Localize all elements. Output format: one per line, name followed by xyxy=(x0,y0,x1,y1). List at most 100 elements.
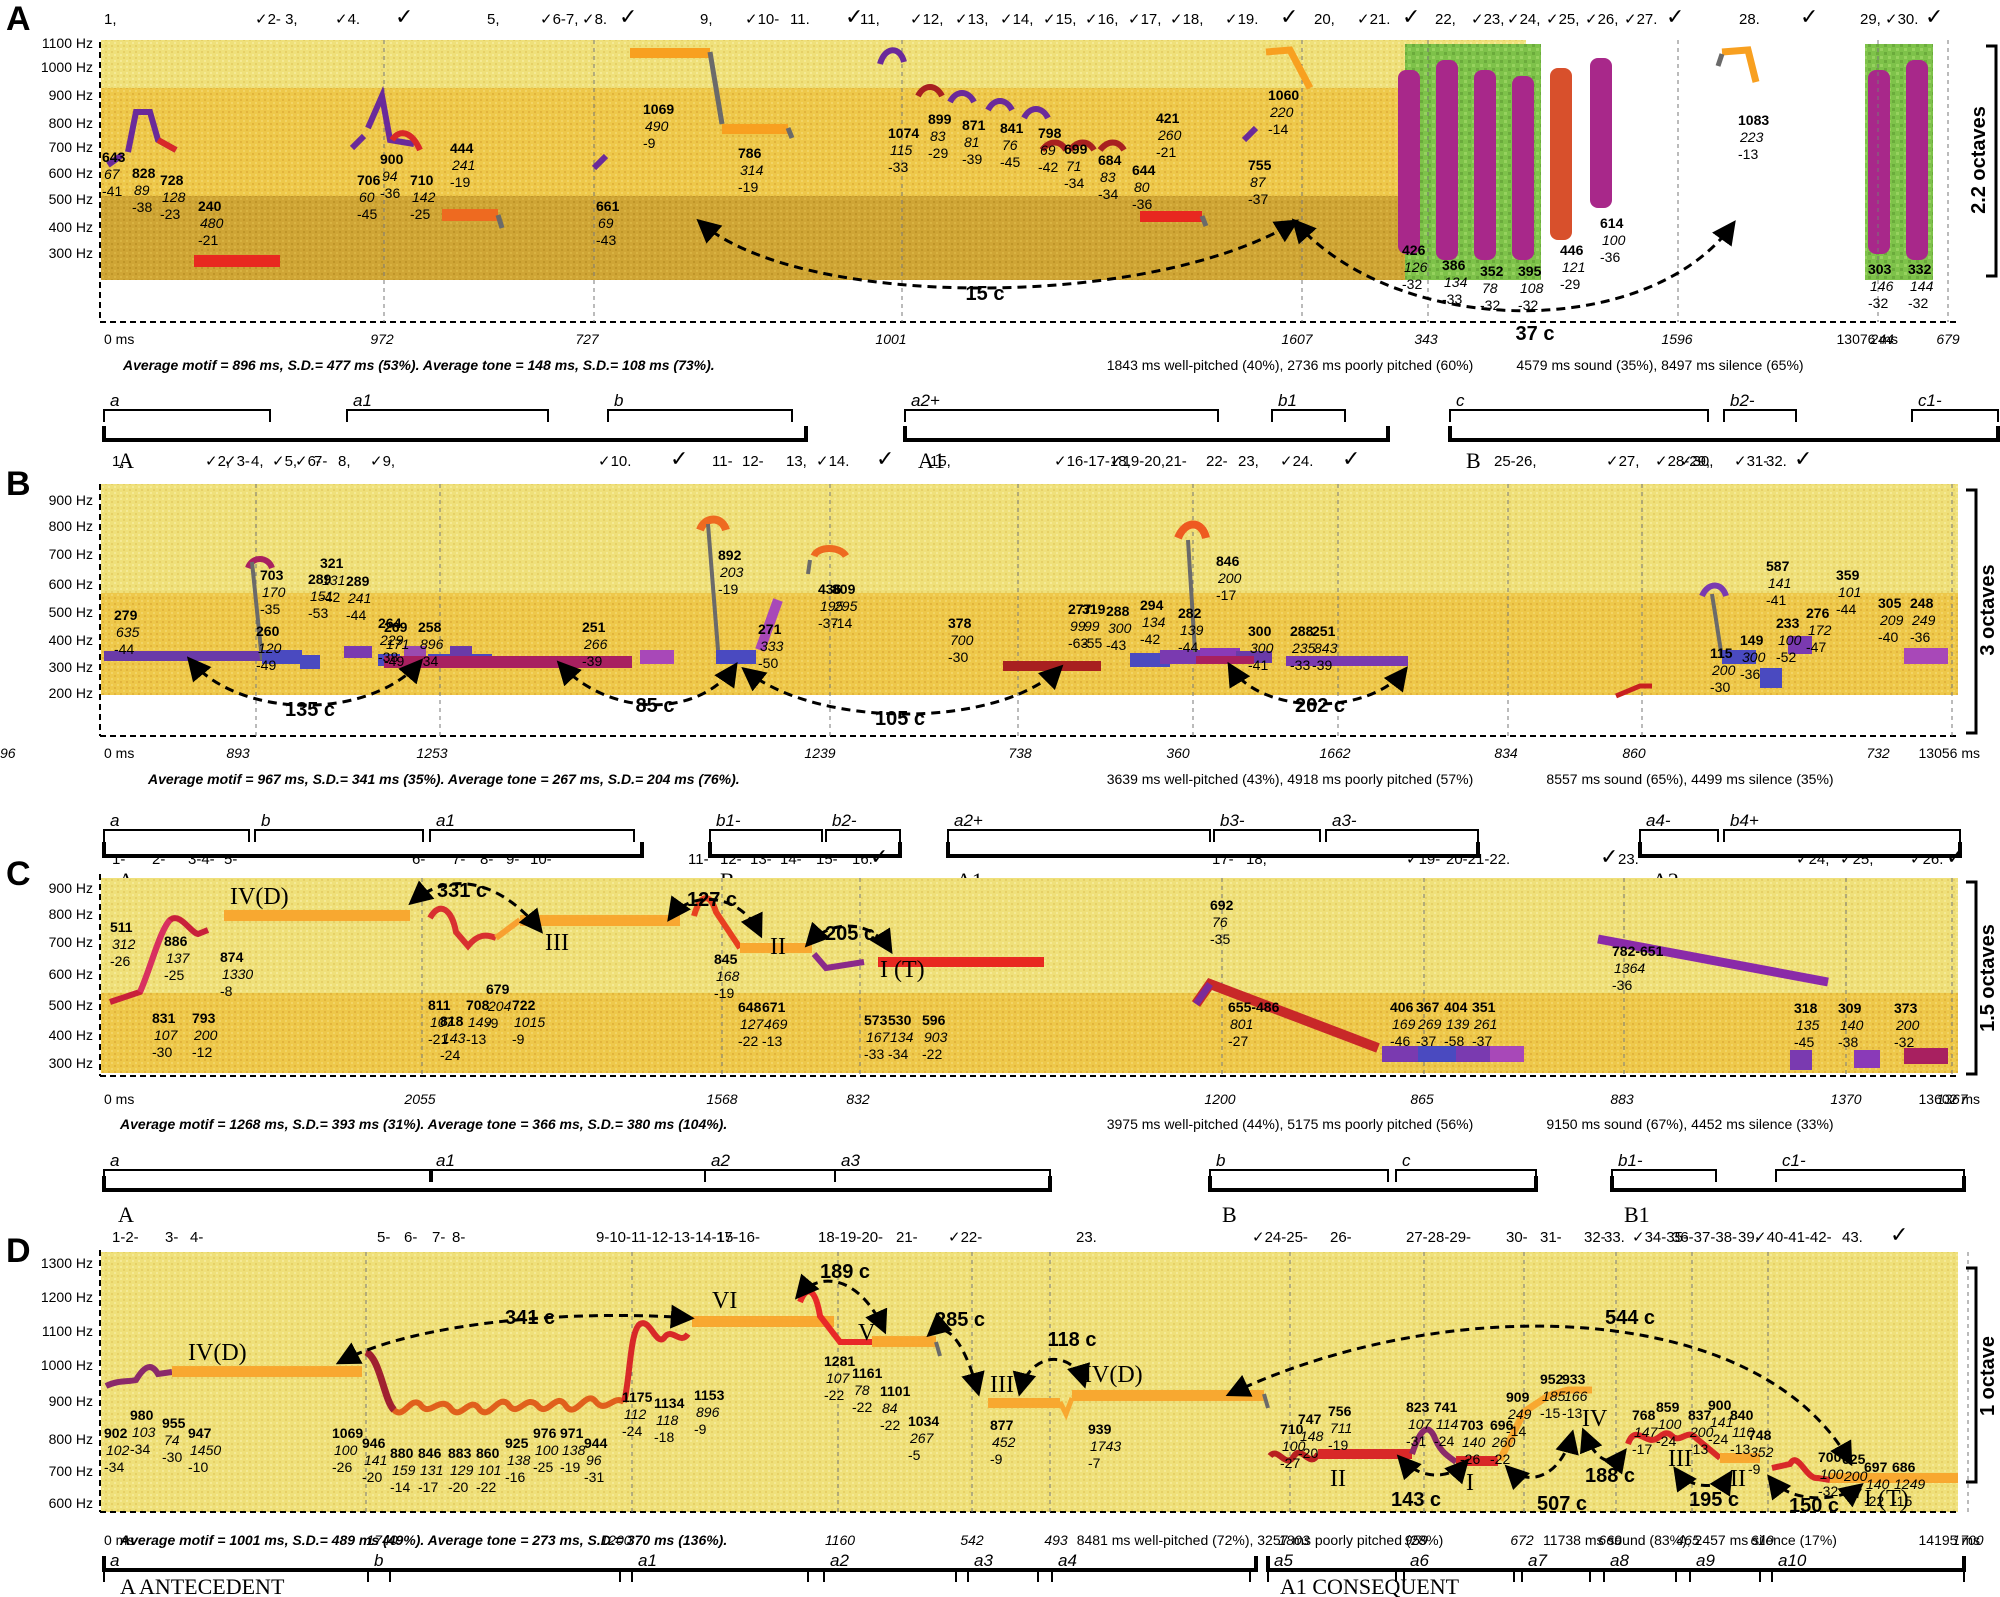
note-duration: 148 xyxy=(1300,1428,1324,1444)
note-level: -36 xyxy=(1740,666,1760,682)
note-duration: 295 xyxy=(833,598,858,614)
note-duration: 139 xyxy=(1180,622,1204,638)
event-label: ✓ xyxy=(845,4,863,29)
event-label: 20, xyxy=(1314,11,1335,28)
panel-d-total: 14195 ms xyxy=(1919,1532,1980,1548)
event-label: ✓17, xyxy=(1128,11,1161,28)
note-level: -45 xyxy=(1794,1034,1814,1050)
note-level: -21 xyxy=(428,1031,448,1047)
note-level: -8 xyxy=(220,983,233,999)
duration-label: 1740 xyxy=(366,1532,397,1548)
note-level: -40 xyxy=(1878,629,1898,645)
event-label: 9, xyxy=(700,11,713,28)
note-frequency: 319 xyxy=(1082,601,1106,617)
event-label: 1- xyxy=(112,851,125,868)
event-label: 8- xyxy=(480,851,493,868)
duration-label: 1253 xyxy=(416,745,447,761)
duration-label: 1001 xyxy=(875,331,906,347)
event-label: 29, xyxy=(1860,11,1881,28)
note-duration: 101 xyxy=(1838,584,1861,600)
event-label: ✓2, xyxy=(205,453,230,470)
event-label: ✓6-7, xyxy=(540,11,578,28)
panel-b-total: 13056 ms xyxy=(1919,745,1980,761)
panel-c-interval-arc-3 xyxy=(804,921,893,955)
panel-c-interval-arc-2 xyxy=(667,895,763,939)
section-label: a2 xyxy=(711,1151,730,1170)
event-label: ✓ xyxy=(619,4,637,29)
note-duration: 700 xyxy=(950,632,974,648)
note-duration: 200 xyxy=(1843,1468,1868,1484)
note-frequency: 703 xyxy=(260,567,284,583)
note-duration: 134 xyxy=(1444,274,1468,290)
note-duration: 269 xyxy=(1417,1016,1442,1032)
event-label: 1, xyxy=(112,453,125,470)
note-level: -16 xyxy=(505,1469,525,1485)
note-level: -19 xyxy=(560,1459,580,1475)
note-duration: 110 xyxy=(1732,1424,1755,1440)
note-frequency: 703 xyxy=(1460,1417,1484,1433)
event-label: 4, xyxy=(251,453,264,470)
panel-c: C 900 Hz 800 Hz 700 Hz 600 Hz 500 Hz 400… xyxy=(6,844,1999,1227)
svg-text:IV(D): IV(D) xyxy=(1084,1362,1143,1388)
event-label: 9- xyxy=(506,851,519,868)
svg-text:IV(D): IV(D) xyxy=(188,1340,247,1366)
duration-label: 343 xyxy=(1414,331,1438,347)
note-duration: 126 xyxy=(1404,259,1428,275)
note-level: -21 xyxy=(198,232,218,248)
section-bracket xyxy=(103,1169,433,1182)
note-level: -13 xyxy=(1562,1405,1582,1421)
event-label: ✓5, xyxy=(272,453,297,470)
panel-d-sound-info: 11738 ms sound (83%), 2457 ms silence (1… xyxy=(1543,1532,1837,1548)
form-bracket xyxy=(1610,1176,1966,1192)
event-label: ✓ xyxy=(1800,4,1818,29)
section-label: a2+ xyxy=(911,391,940,410)
note-frequency: 840 xyxy=(1730,1407,1754,1423)
note-duration: 131 xyxy=(322,572,345,588)
note-level: -46 xyxy=(1390,1033,1410,1049)
note-level: -18 xyxy=(654,1429,674,1445)
note-frequency: 444 xyxy=(450,140,474,156)
panel-a-range: 2.2 octaves xyxy=(1968,106,1990,214)
event-label: ✓12, xyxy=(910,11,943,28)
note-duration: 209 xyxy=(1879,612,1904,628)
note-level: -38 xyxy=(378,649,398,665)
note-level: -22 xyxy=(476,1479,496,1495)
panel-c-events: 1- 2- 3-4- 5- 6- 7- 8- 9- 10- 11- 12- 13- 14- 15- 16.✓… xyxy=(112,844,1964,869)
svg-text:800 Hz: 800 Hz xyxy=(49,906,93,922)
panel-d-interval-arc-8 xyxy=(1579,1427,1627,1475)
duration-label: 727 xyxy=(575,331,600,347)
note-frequency: 809 xyxy=(832,581,856,597)
note-level: -14 xyxy=(390,1479,410,1495)
note-duration: 204 xyxy=(487,998,512,1014)
note-duration: 159 xyxy=(392,1462,416,1478)
section-label: a xyxy=(110,391,119,410)
note-duration: 1450 xyxy=(190,1442,221,1458)
note-frequency: 841 xyxy=(1000,120,1024,136)
panel-d-interval-2: 189 c xyxy=(820,1261,870,1283)
note-frequency: 747 xyxy=(1298,1411,1322,1427)
panel-d-notes: 902102-34980103-3495574-309471450-101069… xyxy=(104,1353,1925,1509)
note-frequency: 573 xyxy=(864,1012,888,1028)
note-duration: 102 xyxy=(106,1442,130,1458)
note-level: -19 xyxy=(1328,1437,1348,1453)
note-level: -17 xyxy=(1842,1485,1862,1501)
note-level: -21 xyxy=(1156,144,1176,160)
event-label: 23. xyxy=(1618,851,1639,868)
event-label: ✓30. xyxy=(1885,11,1918,28)
duration-label: 865 xyxy=(1410,1091,1434,1107)
note-duration: 69 xyxy=(1040,142,1056,158)
